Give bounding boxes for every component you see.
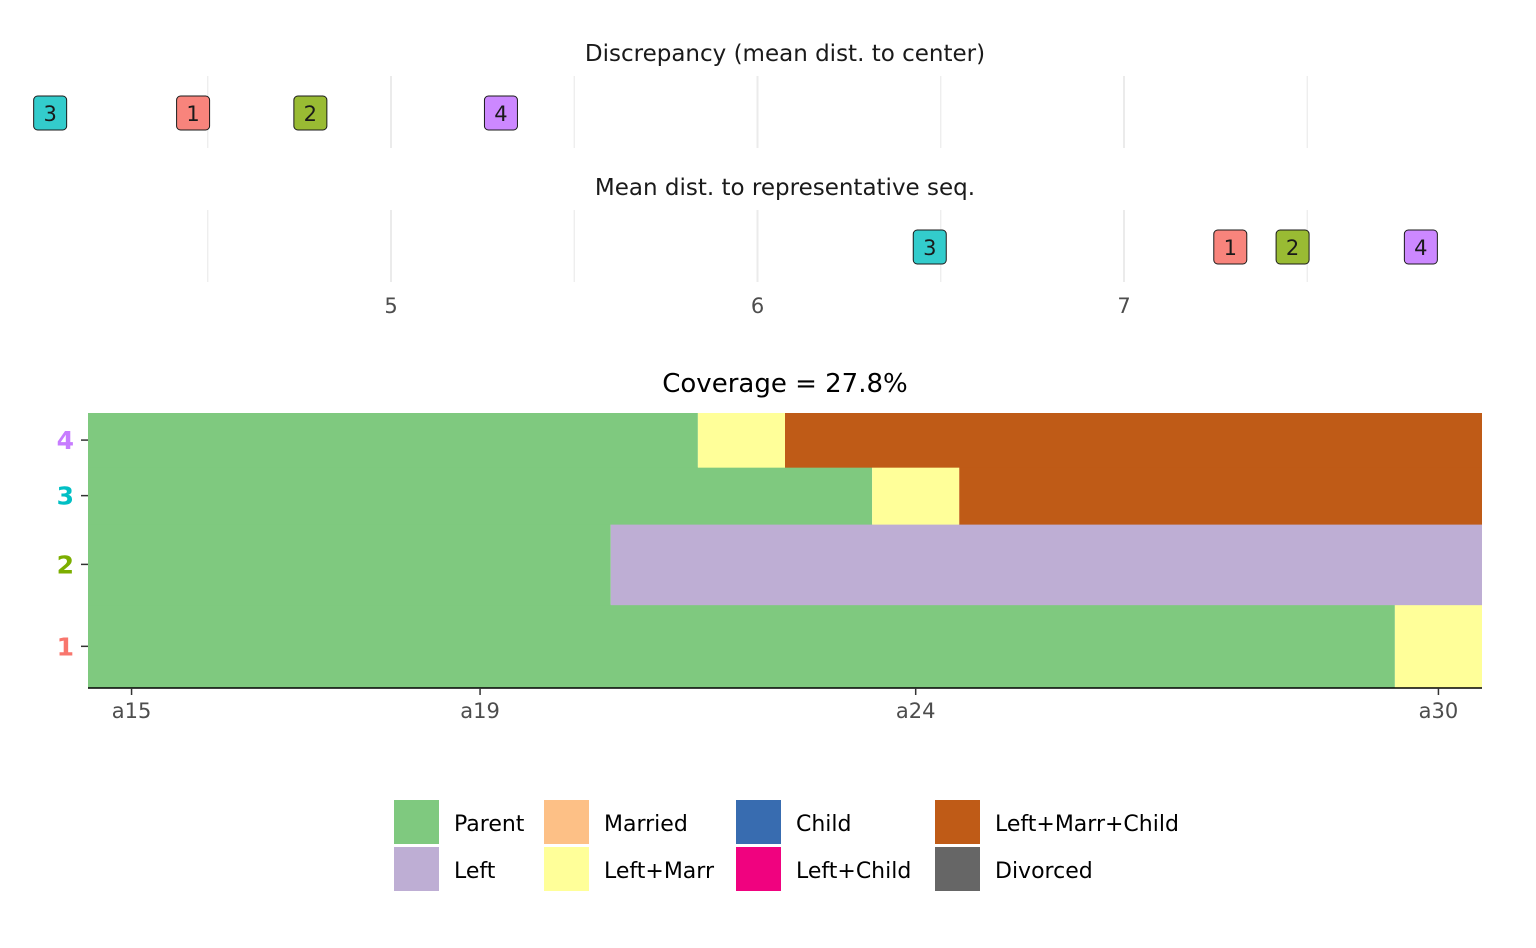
representative-panel-title: Mean dist. to representative seq. [595,175,975,201]
legend-label: Married [604,812,688,837]
representative-point-label: 3 [923,236,936,260]
representative-point-4: 4 [1403,229,1438,265]
discrepancy-panel-title: Discrepancy (mean dist. to center) [585,41,985,67]
distance-tick-label: 6 [751,294,764,318]
representative-gridlines [207,210,1308,282]
representative-point-label: 1 [1224,236,1237,260]
legend-item: Left+Marr [544,847,715,891]
discrepancy-point-box [483,95,518,131]
legend-label: Left+Child [796,859,911,884]
representative-point-label: 2 [1286,236,1299,260]
legend-swatch [736,800,781,844]
legend-item: Parent [394,800,525,844]
discrepancy-point-3: 3 [33,95,68,131]
legend-item: Left+Child [736,847,911,891]
legend-item: Divorced [935,847,1093,891]
cluster-label-2: 2 [57,550,74,579]
cluster-label-3: 3 [57,482,74,511]
sequence-spell-4 [88,413,698,468]
discrepancy-point-2: 2 [293,95,328,131]
legend-item: Left [394,847,496,891]
representative-point-3: 3 [912,229,947,265]
legend-swatch [544,847,589,891]
legend-label: Left [454,859,496,884]
state-legend: Parent Left Married Left+Marr Child Left+Chil… [394,800,1179,891]
sequence-spell-4 [785,413,1482,468]
discrepancy-point-label: 4 [494,102,507,126]
legend-label: Left+Marr [604,859,715,884]
representative-points: 3 1 2 4 [912,229,1438,265]
cluster-label-4: 4 [57,426,74,455]
discrepancy-point-label: 1 [186,102,199,126]
representative-point-1: 1 [1213,229,1248,265]
discrepancy-point-4: 4 [483,95,518,131]
legend-swatch [935,800,980,844]
age-x-axis: a15 a19 a24 a30 [88,687,1482,723]
age-tick-label: a19 [460,699,500,723]
discrepancy-point-label: 3 [43,102,56,126]
legend-label: Child [796,812,852,837]
discrepancy-gridlines [207,76,1308,148]
representative-point-box [912,229,947,265]
discrepancy-point-1: 1 [176,95,211,131]
discrepancy-point-label: 2 [304,102,317,126]
legend-swatch [394,800,439,844]
coverage-title: Coverage = 27.8% [662,369,907,399]
sequence-spell-1 [88,604,1395,689]
representative-point-box [1275,229,1310,265]
sequence-spell-3 [88,467,873,525]
distance-tick-label: 7 [1117,294,1130,318]
legend-swatch [394,847,439,891]
sequence-spell-2 [88,524,611,606]
cluster-y-axis: 1 2 3 4 [57,426,88,661]
discrepancy-points: 3 1 2 4 [33,95,518,131]
discrepancy-point-box [293,95,328,131]
representative-point-box [1403,229,1438,265]
age-tick-label: a24 [896,699,936,723]
cluster-label-1: 1 [57,632,74,661]
legend-item: Left+Marr+Child [935,800,1179,844]
legend-label: Left+Marr+Child [995,812,1179,837]
sequence-spell-3 [872,467,960,525]
sequence-spell-1 [1394,604,1482,689]
legend-swatch [544,800,589,844]
discrepancy-point-box [176,95,211,131]
representative-point-box [1213,229,1248,265]
sequence-bars [88,413,1482,689]
distance-x-tick-labels: 5 6 7 [384,294,1130,318]
representative-point-2: 2 [1275,229,1310,265]
discrepancy-point-box [33,95,68,131]
sequence-spell-4 [697,413,785,468]
legend-item: Married [544,800,688,844]
age-tick-label: a30 [1419,699,1459,723]
legend-item: Child [736,800,852,844]
representative-point-label: 4 [1414,236,1427,260]
distance-tick-label: 5 [384,294,397,318]
sequence-spell-3 [959,467,1482,525]
legend-label: Divorced [995,859,1093,884]
sequence-spell-2 [610,524,1482,606]
age-tick-label: a15 [112,699,152,723]
legend-swatch [736,847,781,891]
legend-label: Parent [454,812,525,837]
legend-swatch [935,847,980,891]
